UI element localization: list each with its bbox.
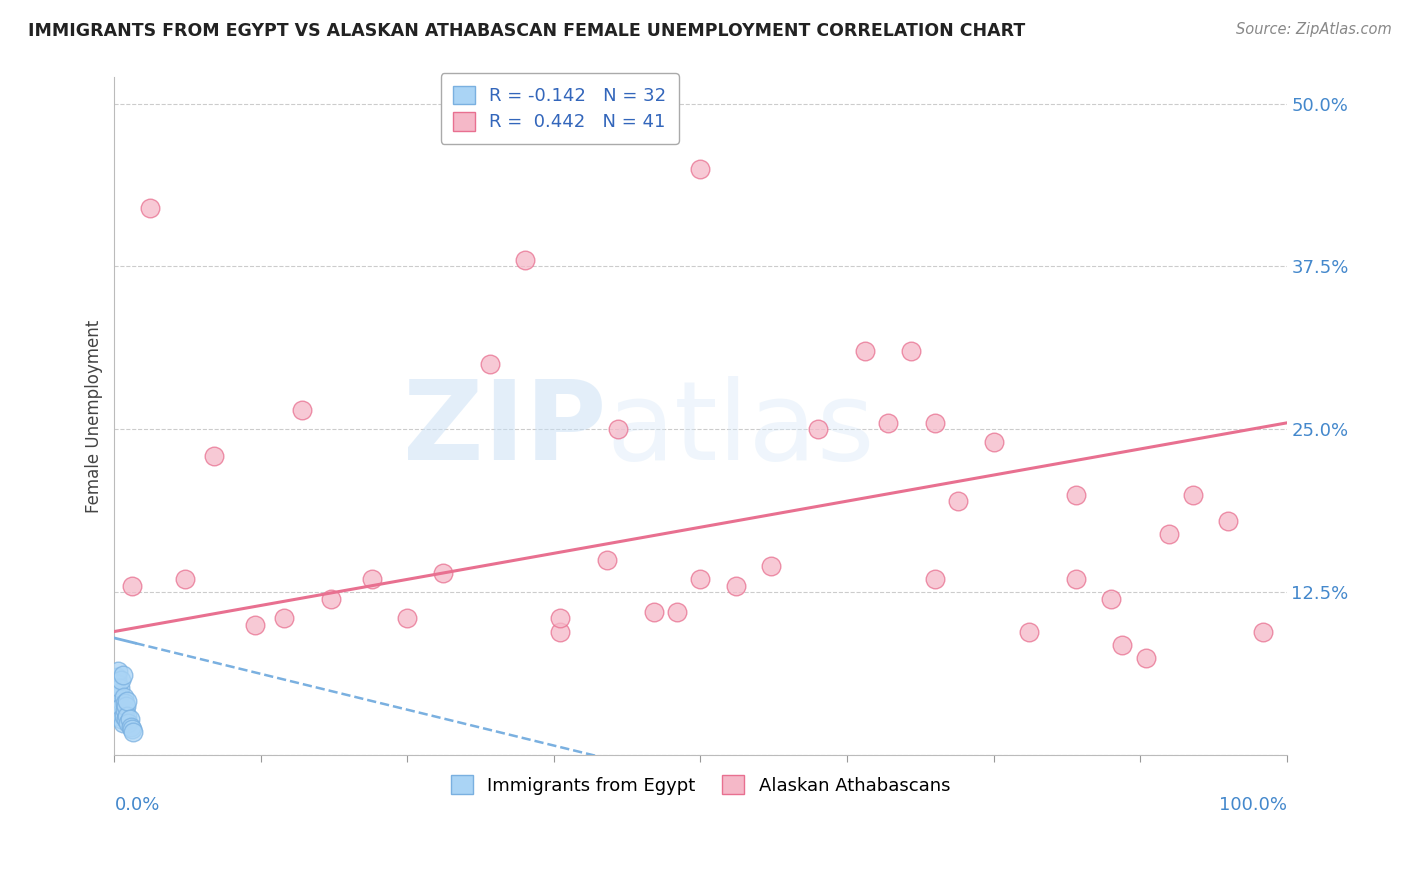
Point [948,494,970,508]
Point [110,712,132,726]
Y-axis label: Female Unemployment: Female Unemployment [86,319,103,513]
Point [111,667,134,681]
Point [121,723,143,737]
Point [104,696,127,710]
Point [643,605,665,619]
Point [853,344,876,359]
Point [105,670,128,684]
Text: 0.0%: 0.0% [114,796,160,814]
Point [396,611,419,625]
Point [117,715,139,730]
Point [877,416,900,430]
Point [1018,624,1040,639]
Point [110,706,132,721]
Point [273,611,295,625]
Point [1216,514,1239,528]
Point [1064,572,1087,586]
Point [1181,488,1204,502]
Text: IMMIGRANTS FROM EGYPT VS ALASKAN ATHABASCAN FEMALE UNEMPLOYMENT CORRELATION CHAR: IMMIGRANTS FROM EGYPT VS ALASKAN ATHABAS… [28,22,1025,40]
Text: ZIP: ZIP [404,376,607,483]
Point [107,664,129,678]
Point [548,624,571,639]
Point [117,709,139,723]
Point [689,161,711,176]
Point [117,693,139,707]
Point [321,591,343,606]
Text: Source: ZipAtlas.com: Source: ZipAtlas.com [1236,22,1392,37]
Point [120,720,142,734]
Point [112,690,135,704]
Point [724,579,747,593]
Point [1251,624,1274,639]
Point [118,712,141,726]
Point [432,566,454,580]
Point [107,676,129,690]
Legend: Immigrants from Egypt, Alaskan Athabascans: Immigrants from Egypt, Alaskan Athabasca… [439,763,963,807]
Point [122,724,145,739]
Point [807,422,830,436]
Point [513,252,536,267]
Point [202,449,225,463]
Text: atlas: atlas [607,376,875,483]
Point [105,696,128,710]
Point [114,696,136,710]
Point [110,701,132,715]
Point [173,572,195,586]
Point [108,698,131,713]
Point [900,344,922,359]
Point [105,703,128,717]
Point [114,703,136,717]
Point [924,416,946,430]
Point [107,709,129,723]
Point [983,435,1005,450]
Point [243,618,266,632]
Point [138,201,160,215]
Point [104,690,127,704]
Point [666,605,689,619]
Point [108,686,131,700]
Point [478,357,501,371]
Point [1111,638,1133,652]
Point [1135,650,1157,665]
Point [121,579,143,593]
Point [548,611,571,625]
Point [110,681,132,695]
Point [111,715,134,730]
Point [104,683,127,698]
Point [361,572,384,586]
Point [112,709,135,723]
Point [607,422,630,436]
Point [924,572,946,586]
Point [110,673,132,687]
Point [108,693,131,707]
Text: 100.0%: 100.0% [1219,796,1286,814]
Point [596,553,619,567]
Point [1099,591,1122,606]
Point [115,712,138,726]
Point [759,559,782,574]
Point [1064,488,1087,502]
Point [1159,526,1181,541]
Point [291,403,314,417]
Point [115,698,138,713]
Point [689,572,711,586]
